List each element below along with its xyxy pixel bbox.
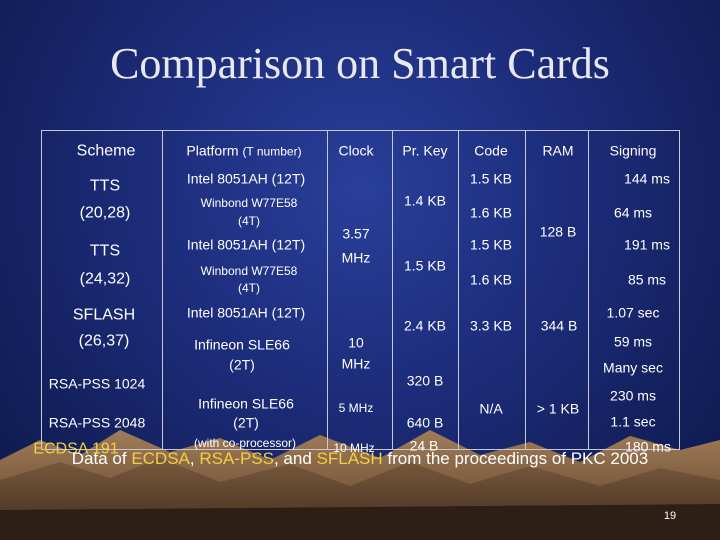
scheme-ecdsa-191: ECDSA 191 <box>33 440 119 458</box>
scheme-sflash-name: SFLASH <box>72 306 136 324</box>
header-scheme: Scheme <box>76 142 136 160</box>
code-tts1-winbond: 1.6 KB <box>469 204 513 221</box>
footer-rsapss: RSA-PSS <box>199 449 274 468</box>
platform-infineon-rsa-line2: (2T) <box>233 414 259 431</box>
platform-winbond-tts1-line2: (4T) <box>238 213 260 228</box>
platform-intel-sflash: Intel 8051AH (12T) <box>186 304 306 321</box>
platform-intel-tts1: Intel 8051AH (12T) <box>186 170 306 187</box>
platform-ecdsa: (with co-processor) <box>193 435 297 450</box>
prkey-tts2: 1.5 KB <box>403 257 447 274</box>
header-platform: Platform (T number) <box>186 143 301 160</box>
signing-tts1-intel: 144 ms <box>624 170 670 187</box>
code-tts2-winbond: 1.6 KB <box>469 271 513 288</box>
comparison-table: Scheme Platform (T number) Clock Pr. Key… <box>33 130 680 457</box>
prkey-tts1: 1.4 KB <box>403 192 447 209</box>
column-divider <box>588 131 589 449</box>
code-sflash: 3.3 KB <box>469 317 513 334</box>
header-prkey: Pr. Key <box>402 142 448 159</box>
header-signing: Signing <box>609 142 657 159</box>
footer-suffix: from the proceedings of PKC 2003 <box>382 449 649 468</box>
platform-winbond-tts2-line1: Winbond W77E58 <box>200 263 298 278</box>
ram-tts: 128 B <box>539 223 577 240</box>
platform-infineon-sflash-line2: (2T) <box>229 356 255 373</box>
scheme-sflash-params: (26,37) <box>78 332 130 350</box>
platform-infineon-sflash-line1: Infineon SLE66 <box>194 336 290 353</box>
signing-sflash-infineon: 59 ms <box>613 333 653 350</box>
prkey-ecdsa: 24 B <box>409 437 439 454</box>
prkey-sflash: 2.4 KB <box>403 317 447 334</box>
clock-ecdsa: 10 MHz <box>333 440 375 455</box>
column-divider <box>327 131 328 449</box>
scheme-tts-24-32-name: TTS <box>89 242 121 260</box>
code-tts2-intel: 1.5 KB <box>469 236 513 253</box>
signing-tts2-winbond: 85 ms <box>627 271 667 288</box>
platform-winbond-tts2-line2: (4T) <box>238 280 260 295</box>
footer-sep1: , <box>189 449 200 468</box>
clock-tts-line1: 3.57 <box>342 225 370 242</box>
header-platform-note: (T number) <box>242 144 302 159</box>
mountain-landscape-image <box>0 430 720 540</box>
clock-sflash-line2: MHz <box>341 355 371 372</box>
scheme-tts-20-28-params: (20,28) <box>79 204 131 222</box>
header-clock: Clock <box>338 142 374 159</box>
header-code: Code <box>474 142 508 159</box>
signing-tts1-winbond: 64 ms <box>613 204 653 221</box>
signing-rsa-2048-1: 230 ms <box>610 387 656 404</box>
signing-rsa-1024: Many sec <box>603 359 663 376</box>
footer-ecdsa: ECDSA <box>131 449 190 468</box>
footer-prefix: Data of <box>71 449 132 468</box>
column-divider <box>162 131 163 449</box>
signing-ecdsa: 180 ms <box>625 438 671 455</box>
clock-tts-line2: MHz <box>341 249 371 266</box>
ram-sflash: 344 B <box>540 317 578 334</box>
scheme-tts-24-32-params: (24,32) <box>79 270 131 288</box>
platform-intel-tts2: Intel 8051AH (12T) <box>186 236 306 253</box>
slide-title: Comparison on Smart Cards <box>110 39 610 88</box>
column-divider <box>458 131 459 449</box>
prkey-rsa-2048: 640 B <box>406 414 444 431</box>
footer-sflash: SFLASH <box>316 449 383 468</box>
platform-winbond-tts1-line1: Winbond W77E58 <box>200 195 298 210</box>
code-rsa: N/A <box>479 400 503 417</box>
scheme-rsa-pss-2048: RSA-PSS 2048 <box>48 414 146 431</box>
prkey-rsa-1024: 320 B <box>406 372 444 389</box>
code-tts1-intel: 1.5 KB <box>469 170 513 187</box>
signing-tts2-intel: 191 ms <box>624 236 670 253</box>
header-ram: RAM <box>542 142 574 159</box>
scheme-rsa-pss-1024: RSA-PSS 1024 <box>48 375 146 392</box>
column-divider <box>392 131 393 449</box>
footer-sep2: , and <box>273 449 317 468</box>
page-number: 19 <box>663 510 677 522</box>
scheme-tts-20-28-name: TTS <box>89 177 121 195</box>
clock-sflash-line1: 10 <box>348 334 364 351</box>
ram-rsa: > 1 KB <box>536 400 580 417</box>
column-divider <box>525 131 526 449</box>
clock-rsa: 5 MHz <box>338 400 374 415</box>
header-platform-label: Platform <box>186 142 239 159</box>
footer-source-note: Data of ECDSA, RSA-PSS, and SFLASH from … <box>0 449 720 469</box>
signing-rsa-2048-2: 1.1 sec <box>610 413 656 430</box>
platform-infineon-rsa-line1: Infineon SLE66 <box>198 395 294 412</box>
signing-sflash-intel: 1.07 sec <box>606 304 660 321</box>
